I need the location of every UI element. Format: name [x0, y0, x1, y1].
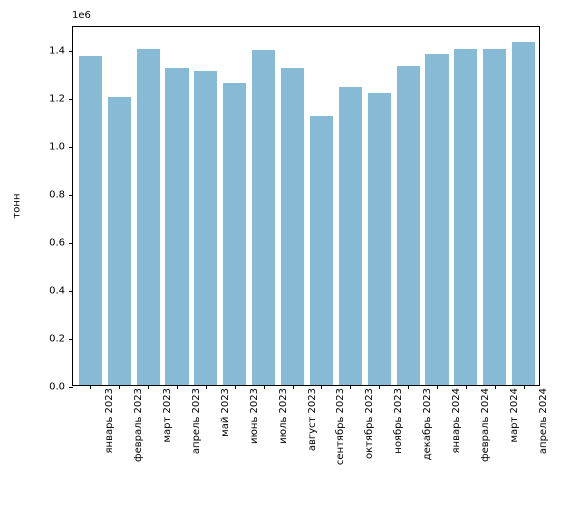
- bar: [454, 49, 477, 385]
- x-tick-label: январь 2024: [443, 385, 462, 505]
- x-tick-mark: [379, 385, 380, 389]
- bar: [108, 97, 131, 385]
- bar: [223, 83, 246, 385]
- x-tick-mark: [524, 385, 525, 389]
- bar: [425, 54, 448, 385]
- y-tick-label: 1.4: [49, 46, 73, 57]
- bar: [281, 68, 304, 385]
- x-tick-label: март 2023: [154, 385, 173, 505]
- y-axis-scale-notation: 1e6: [72, 10, 91, 21]
- x-tick-mark: [321, 385, 322, 389]
- x-tick-label: сентябрь 2023: [327, 385, 346, 505]
- bar: [252, 50, 275, 385]
- x-tick-label: июль 2023: [270, 385, 289, 505]
- bar: [79, 56, 102, 385]
- x-tick-mark: [437, 385, 438, 389]
- x-tick-mark: [206, 385, 207, 389]
- bar: [194, 71, 217, 385]
- y-tick-label: 1.2: [49, 94, 73, 105]
- x-tick-label: март 2024: [501, 385, 520, 505]
- x-tick-label: июнь 2023: [241, 385, 260, 505]
- x-tick-mark: [119, 385, 120, 389]
- y-tick-label: 0.6: [49, 238, 73, 249]
- x-tick-label: апрель 2023: [183, 385, 202, 505]
- x-tick-mark: [235, 385, 236, 389]
- y-tick-label: 0.2: [49, 334, 73, 345]
- figure: 0.0 0.2 0.4 0.6 0.8 1.0 1.2 1.4 январь 2023 февра…: [0, 0, 567, 521]
- bar: [165, 68, 188, 385]
- x-tick-mark: [495, 385, 496, 389]
- bar: [137, 49, 160, 385]
- y-tick-label: 1.0: [49, 142, 73, 153]
- y-tick-label: 0.4: [49, 286, 73, 297]
- x-tick-label: май 2023: [212, 385, 231, 505]
- bar: [512, 42, 535, 385]
- bar: [339, 87, 362, 385]
- y-tick-label: 0.0: [49, 382, 73, 393]
- x-tick-label: апрель 2024: [530, 385, 549, 505]
- y-axis-label: тонн: [12, 193, 23, 218]
- x-tick-mark: [264, 385, 265, 389]
- bar: [368, 93, 391, 385]
- bar: [397, 66, 420, 385]
- x-tick-mark: [466, 385, 467, 389]
- x-tick-label: октябрь 2023: [356, 385, 375, 505]
- bar: [310, 116, 333, 385]
- x-tick-mark: [177, 385, 178, 389]
- bar: [483, 49, 506, 385]
- x-tick-mark: [408, 385, 409, 389]
- x-tick-label: январь 2023: [96, 385, 115, 505]
- x-tick-label: февраль 2023: [125, 385, 144, 505]
- x-tick-mark: [148, 385, 149, 389]
- x-tick-label: август 2023: [299, 385, 318, 505]
- x-tick-label: декабрь 2023: [414, 385, 433, 505]
- x-tick-label: февраль 2024: [472, 385, 491, 505]
- plot-area: 0.00.20.40.60.81.01.21.4январь 2023февра…: [72, 26, 540, 386]
- y-tick-label: 0.8: [49, 190, 73, 201]
- x-tick-label: ноябрь 2023: [385, 385, 404, 505]
- x-tick-mark: [293, 385, 294, 389]
- x-tick-mark: [350, 385, 351, 389]
- x-tick-mark: [90, 385, 91, 389]
